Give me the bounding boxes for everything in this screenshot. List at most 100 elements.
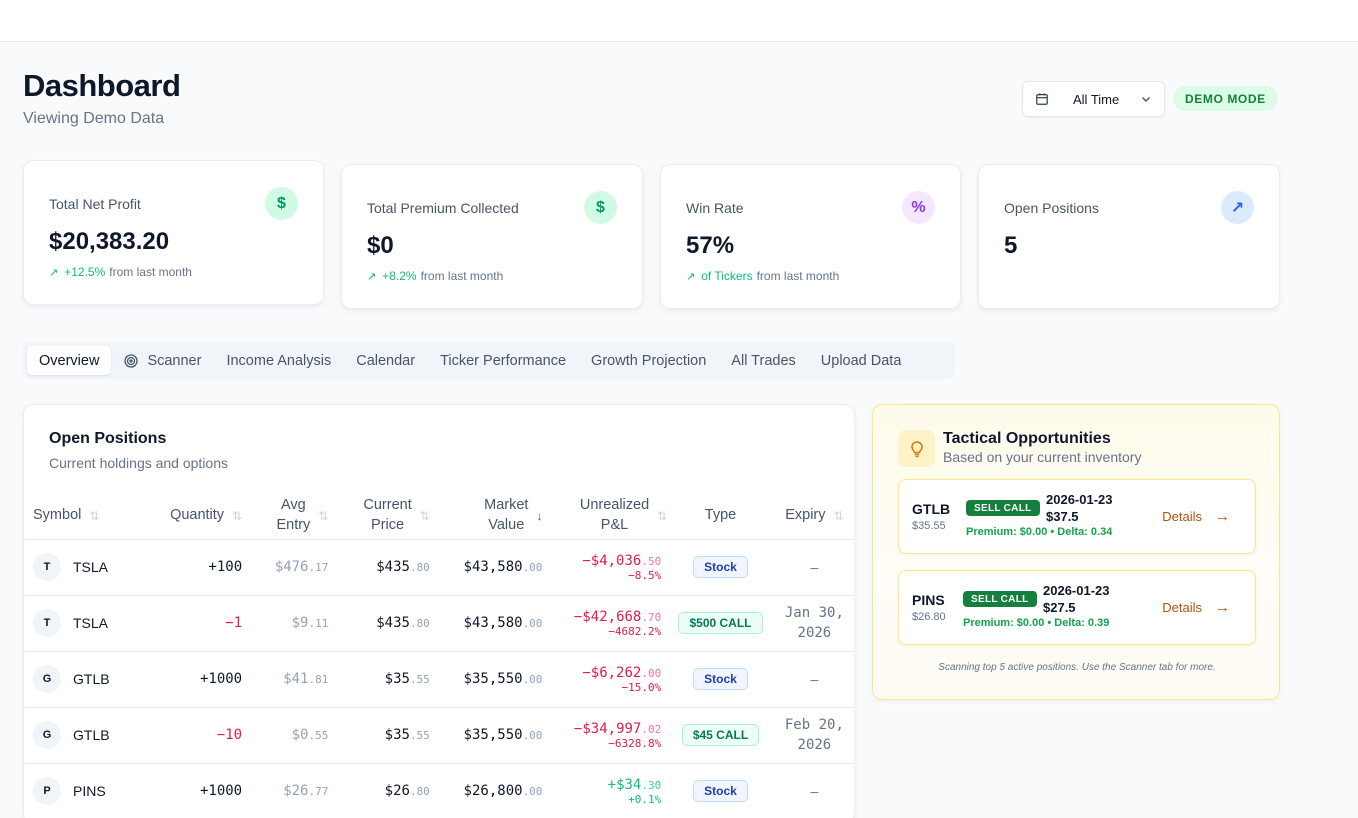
market-value-cell: $35,550.00 <box>429 651 543 708</box>
pnl-percent: +0.1% <box>628 792 662 806</box>
sell-call-badge: SELL CALL <box>966 500 1040 516</box>
tab-overview[interactable]: Overview <box>27 346 112 375</box>
col-avg-entry[interactable]: Avg Entry ⇅ <box>242 493 329 540</box>
arrow-right-icon: → <box>1215 599 1230 616</box>
stat-card: Open Positions ↗ 5 <box>978 164 1280 309</box>
opportunity-card: GTLB $35.55 SELL CALL 2026-01-23 $37.5 Pr… <box>898 479 1256 554</box>
tab-scanner[interactable]: Scanner <box>112 346 213 375</box>
symbol-cell: T TSLA <box>25 595 117 652</box>
sell-call-badge: SELL CALL <box>963 591 1037 607</box>
market-value-cell: $43,580.00 <box>429 595 543 652</box>
quantity-cell: −10 <box>116 707 243 764</box>
percent-icon: % <box>902 191 935 224</box>
stat-value: 57% <box>686 232 735 259</box>
demo-mode-badge: DEMO MODE <box>1173 86 1278 111</box>
target-icon <box>124 353 139 368</box>
position-type-badge: Stock <box>693 556 748 578</box>
col-type[interactable]: Type <box>667 493 774 540</box>
type-cell: Stock <box>667 651 774 708</box>
tab-ticker-performance[interactable]: Ticker Performance <box>440 352 567 369</box>
tactical-footer: Scanning top 5 active positions. Use the… <box>938 662 1216 673</box>
expiry-date: Jan 30, 2026 <box>784 604 844 641</box>
expiry-cell: – <box>773 539 854 596</box>
col-market-value[interactable]: Market Value ↓ <box>429 493 543 540</box>
type-cell: Stock <box>667 539 774 596</box>
date-range-label: All Time <box>1073 91 1120 107</box>
tab-growth-projection[interactable]: Growth Projection <box>591 352 707 369</box>
table-row[interactable]: P PINS +1000 $26.77 $26.80 $26,800.00 +$3… <box>25 763 854 818</box>
col-quantity[interactable]: Quantity ⇅ <box>116 493 243 540</box>
ticker-symbol: TSLA <box>73 615 109 631</box>
pnl-percent: −15.0% <box>621 680 662 694</box>
position-type-badge: Stock <box>693 780 748 802</box>
unrealized-pnl-cell: −$42,668.70 −4682.2% <box>542 595 668 652</box>
unrealized-pnl-cell: +$34.30 +0.1% <box>542 763 668 818</box>
opportunity-contract: 2026-01-23 $27.5 <box>1043 583 1110 615</box>
quantity-cell: +1000 <box>116 651 243 708</box>
table-row[interactable]: T TSLA −1 $9.11 $435.80 $43,580.00 −$42,6… <box>25 595 854 652</box>
details-button[interactable]: Details → <box>1162 599 1230 616</box>
sort-icon: ⇅ <box>833 508 844 523</box>
pnl-percent: −6328.8% <box>608 736 662 750</box>
avg-entry-cell: $41.81 <box>242 651 329 708</box>
quantity-cell: +1000 <box>116 763 243 818</box>
col-expiry[interactable]: Expiry ⇅ <box>773 493 854 540</box>
tab-calendar[interactable]: Calendar <box>356 352 416 369</box>
col-current-price[interactable]: Current Price ⇅ <box>328 493 430 540</box>
stat-label: Total Premium Collected <box>367 200 519 216</box>
tab-all-trades[interactable]: All Trades <box>731 352 796 369</box>
symbol-cell: P PINS <box>25 763 117 818</box>
current-price-cell: $435.80 <box>328 539 430 596</box>
arrow-right-icon: → <box>1215 508 1230 525</box>
tactical-subtitle: Based on your current inventory <box>943 449 1142 465</box>
table-row[interactable]: T TSLA +100 $476.17 $435.80 $43,580.00 −$… <box>25 539 854 596</box>
stat-trend: ↗ +12.5% from last month <box>49 265 192 279</box>
trend-up-icon: ↗ <box>686 270 696 283</box>
open-positions-subtitle: Current holdings and options <box>49 455 229 471</box>
lightbulb-icon <box>898 430 935 467</box>
current-price-cell: $35.55 <box>328 651 430 708</box>
top-bar <box>0 0 1358 42</box>
col-unrealized-pnl[interactable]: Unrealized P&L ⇅ <box>542 493 668 540</box>
tab-upload-data[interactable]: Upload Data <box>820 352 902 369</box>
ticker-symbol: TSLA <box>73 559 109 575</box>
opportunity-price: $35.55 <box>912 520 946 532</box>
expiry-date: – <box>810 670 819 687</box>
tab-income-analysis[interactable]: Income Analysis <box>226 352 332 369</box>
unrealized-pnl-cell: −$34,997.02 −6328.8% <box>542 707 668 764</box>
ticker-avatar: G <box>33 665 61 693</box>
type-cell: Stock <box>667 763 774 818</box>
table-row[interactable]: G GTLB +1000 $41.81 $35.55 $35,550.00 −$6… <box>25 651 854 708</box>
positions-table: Symbol ⇅ Quantity ⇅ Avg Entry ⇅ Current Price… <box>25 493 854 818</box>
page-title: Dashboard <box>23 68 181 103</box>
sort-icon: ⇅ <box>318 508 329 523</box>
opportunity-card: PINS $26.80 SELL CALL 2026-01-23 $27.5 Pr… <box>898 570 1256 645</box>
expiry-date: – <box>810 558 819 575</box>
details-button[interactable]: Details → <box>1162 508 1230 525</box>
open-positions-card: Open Positions Current holdings and opti… <box>23 404 855 818</box>
avg-entry-cell: $0.55 <box>242 707 329 764</box>
symbol-cell: G GTLB <box>25 707 117 764</box>
type-cell: $45 CALL <box>667 707 774 764</box>
table-row[interactable]: G GTLB −10 $0.55 $35.55 $35,550.00 −$34,9… <box>25 707 854 764</box>
avg-entry-cell: $26.77 <box>242 763 329 818</box>
market-value-cell: $43,580.00 <box>429 539 543 596</box>
dollar-icon: $ <box>265 187 298 220</box>
sort-icon: ⇅ <box>657 508 668 523</box>
ticker-symbol: GTLB <box>73 727 110 743</box>
avg-entry-cell: $476.17 <box>242 539 329 596</box>
position-type-badge: $500 CALL <box>678 612 763 634</box>
expiry-date: – <box>810 782 819 799</box>
dollar-icon: $ <box>584 191 617 224</box>
col-symbol[interactable]: Symbol ⇅ <box>25 493 117 540</box>
ticker-avatar: T <box>33 553 61 581</box>
ticker-avatar: G <box>33 721 61 749</box>
ticker-symbol: PINS <box>73 783 106 799</box>
symbol-cell: G GTLB <box>25 651 117 708</box>
opportunity-meta: Premium: $0.00 • Delta: 0.39 <box>963 617 1110 629</box>
stat-label: Total Net Profit <box>49 196 141 212</box>
trend-up-icon: ↗ <box>367 270 377 283</box>
tactical-opportunities-card: Tactical Opportunities Based on your cur… <box>872 404 1280 700</box>
date-range-select[interactable]: All Time <box>1022 81 1165 117</box>
table-header-row: Symbol ⇅ Quantity ⇅ Avg Entry ⇅ Current Price… <box>25 493 854 540</box>
